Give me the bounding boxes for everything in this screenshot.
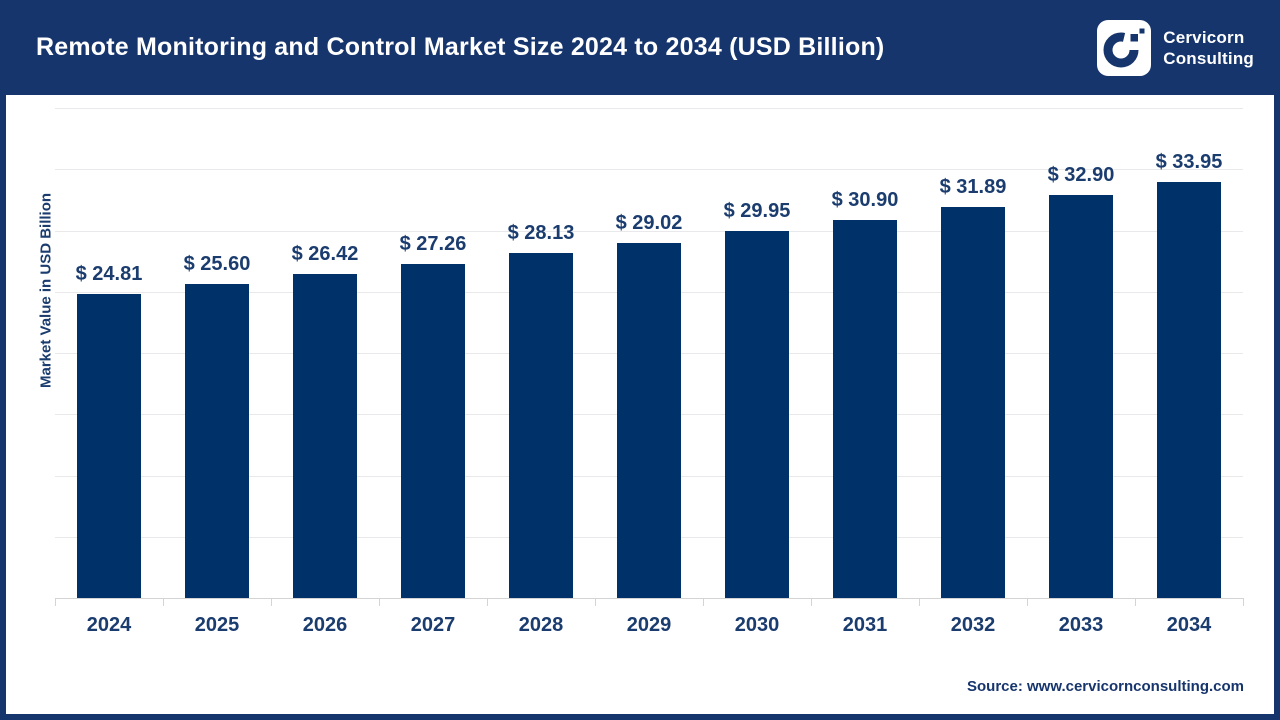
gridline [55, 108, 1243, 109]
cervicorn-logo-icon [1097, 19, 1152, 76]
gridline [55, 169, 1243, 171]
x-axis-tick [379, 598, 380, 606]
x-axis-tick [1135, 598, 1136, 606]
header: Remote Monitoring and Control Market Siz… [6, 0, 1274, 95]
x-axis-tick [811, 598, 812, 606]
x-tick-label-2029: 2029 [626, 614, 672, 636]
bar-2032 [941, 207, 1005, 598]
bar-2026 [293, 274, 357, 598]
x-axis-tick [55, 598, 56, 606]
bar-2031 [833, 219, 897, 598]
value-label-2031: $ 30.90 [831, 188, 899, 211]
x-axis-tick [1243, 598, 1244, 606]
brand: Cervicorn Consulting [1097, 19, 1254, 76]
value-label-2027: $ 27.26 [399, 233, 467, 256]
value-label-2024: $ 24.81 [75, 263, 143, 286]
x-tick-label-2034: 2034 [1166, 614, 1212, 636]
value-label-2029: $ 29.02 [615, 211, 683, 234]
bar-2030 [725, 231, 789, 598]
x-axis-tick [487, 598, 488, 606]
x-tick-label-2031: 2031 [842, 614, 888, 636]
bar-2024 [77, 294, 141, 598]
value-label-2032: $ 31.89 [939, 176, 1007, 199]
x-tick-label-2025: 2025 [194, 614, 240, 636]
bar-2028 [509, 253, 573, 598]
gridline [55, 230, 1243, 232]
bar-2029 [617, 242, 681, 598]
value-label-2026: $ 26.42 [291, 243, 359, 266]
x-tick-label-2027: 2027 [410, 614, 456, 636]
x-axis-tick [595, 598, 596, 606]
source-credit: Source: www.cervicornconsulting.com [966, 678, 1244, 695]
x-axis-tick [163, 598, 164, 606]
value-label-2033: $ 32.90 [1047, 164, 1115, 186]
x-tick-label-2033: 2033 [1058, 614, 1104, 636]
x-axis-tick [1027, 598, 1028, 606]
x-tick-label-2026: 2026 [302, 614, 348, 636]
x-tick-label-2030: 2030 [734, 614, 780, 636]
x-axis-tick [703, 598, 704, 606]
bar-2027 [401, 264, 465, 598]
x-axis-tick [919, 598, 920, 606]
x-tick-label-2024: 2024 [86, 614, 132, 636]
brand-name: Cervicorn Consulting [1163, 27, 1254, 69]
value-label-2030: $ 29.95 [723, 200, 791, 223]
chart-title: Remote Monitoring and Control Market Siz… [36, 33, 885, 61]
value-label-2025: $ 25.60 [183, 253, 251, 276]
brand-line2: Consulting [1163, 48, 1254, 68]
x-axis-line [55, 598, 1243, 599]
logo-c-mark-icon [1103, 28, 1145, 67]
value-label-2034: $ 33.95 [1155, 151, 1223, 174]
x-tick-label-2028: 2028 [518, 614, 564, 636]
x-tick-label-2032: 2032 [950, 614, 996, 636]
brand-line1: Cervicorn [1163, 27, 1245, 47]
value-label-2028: $ 28.13 [507, 222, 575, 245]
x-axis-tick [271, 598, 272, 606]
bar-2033 [1049, 195, 1113, 598]
bar-2025 [185, 284, 249, 598]
bar-2034 [1157, 182, 1221, 598]
